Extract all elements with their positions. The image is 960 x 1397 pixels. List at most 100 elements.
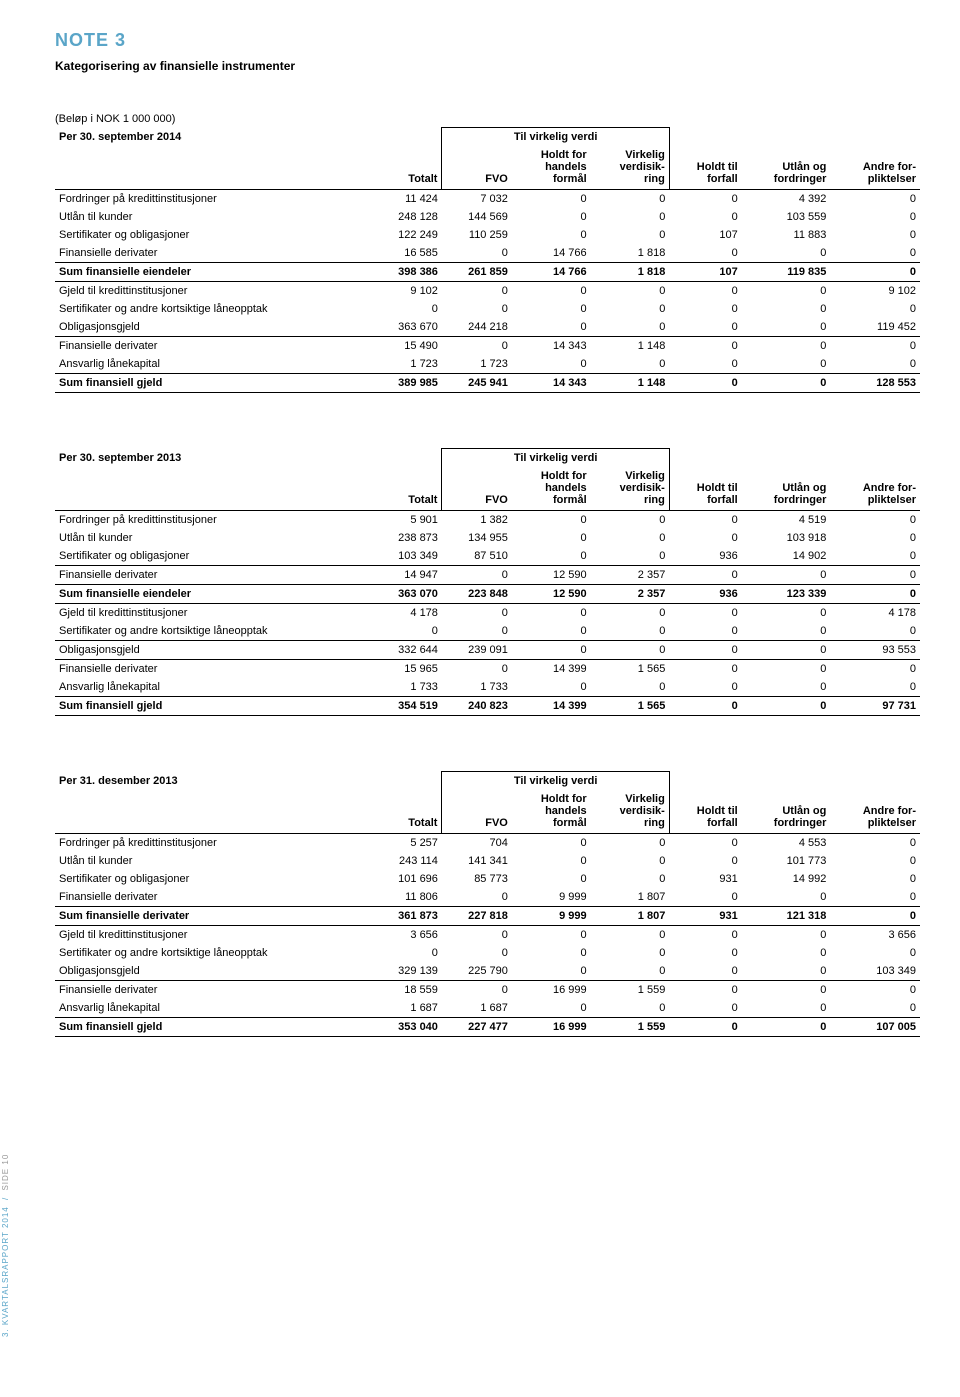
table-row: Utlån til kunder238 873134 955000103 918…: [55, 529, 920, 547]
col-spacer: [742, 128, 831, 147]
cell-value: 0: [742, 641, 831, 660]
tables-container: Per 30. september 2014Til virkelig verdi…: [55, 127, 920, 1037]
cell-value: 0: [669, 208, 741, 226]
table-row: Finansielle derivater15 965014 3991 5650…: [55, 660, 920, 679]
col-header: Utlån ogfordringer: [742, 467, 831, 511]
cell-value: 0: [742, 282, 831, 301]
cell-value: 0: [830, 355, 920, 374]
col-spacer: [55, 146, 372, 190]
row-label: Finansielle derivater: [55, 566, 372, 585]
cell-value: 128 553: [830, 374, 920, 393]
cell-value: 227 477: [442, 1018, 512, 1037]
row-label: Sertifikater og andre kortsiktige låneop…: [55, 300, 372, 318]
row-label: Sum finansiell gjeld: [55, 374, 372, 393]
col-group-virkelig: Til virkelig verdi: [442, 128, 669, 147]
cell-value: 0: [442, 300, 512, 318]
cell-value: 0: [591, 852, 670, 870]
cell-value: 0: [372, 944, 442, 962]
cell-value: 0: [742, 962, 831, 981]
cell-value: 0: [442, 660, 512, 679]
table-row: Sertifikater og obligasjoner122 249110 2…: [55, 226, 920, 244]
col-header: Holdt forhandelsformål: [512, 146, 591, 190]
cell-value: 363 070: [372, 585, 442, 604]
row-label: Finansielle derivater: [55, 244, 372, 263]
cell-value: 1 565: [591, 697, 670, 716]
cell-value: 0: [442, 244, 512, 263]
cell-value: 14 766: [512, 244, 591, 263]
cell-value: 110 259: [442, 226, 512, 244]
cell-value: 0: [742, 999, 831, 1018]
cell-value: 14 399: [512, 660, 591, 679]
row-label: Fordringer på kredittinstitusjoner: [55, 190, 372, 209]
col-header: Andre for-pliktelser: [830, 790, 920, 834]
col-spacer: [830, 128, 920, 147]
cell-value: 0: [742, 888, 831, 907]
table-row: Sum finansiell gjeld354 519240 82314 399…: [55, 697, 920, 716]
row-label: Sertifikater og obligasjoner: [55, 226, 372, 244]
cell-value: 0: [830, 547, 920, 566]
table-row: Gjeld til kredittinstitusjoner4 17800000…: [55, 604, 920, 623]
cell-value: 0: [830, 511, 920, 530]
cell-value: 11 883: [742, 226, 831, 244]
row-label: Sertifikater og andre kortsiktige låneop…: [55, 622, 372, 641]
cell-value: 0: [442, 981, 512, 1000]
table-row: Fordringer på kredittinstitusjoner11 424…: [55, 190, 920, 209]
cell-value: 931: [669, 870, 741, 888]
cell-value: 227 818: [442, 907, 512, 926]
cell-value: 0: [742, 566, 831, 585]
cell-value: 0: [742, 300, 831, 318]
table-row: Sertifikater og obligasjoner103 34987 51…: [55, 547, 920, 566]
cell-value: 240 823: [442, 697, 512, 716]
col-header: Virkeligverdisik-ring: [591, 790, 670, 834]
cell-value: 123 339: [742, 585, 831, 604]
cell-value: 11 424: [372, 190, 442, 209]
row-label: Sum finansielle derivater: [55, 907, 372, 926]
cell-value: 11 806: [372, 888, 442, 907]
cell-value: 16 999: [512, 981, 591, 1000]
col-group-virkelig: Til virkelig verdi: [442, 449, 669, 468]
col-header: Holdt forhandelsformål: [512, 790, 591, 834]
col-header: Holdt tilforfall: [669, 790, 741, 834]
cell-value: 332 644: [372, 641, 442, 660]
col-spacer: [669, 772, 741, 791]
table-row: Obligasjonsgjeld332 644239 091000093 553: [55, 641, 920, 660]
cell-value: 4 392: [742, 190, 831, 209]
cell-value: 9 999: [512, 888, 591, 907]
table-row: Ansvarlig lånekapital1 7331 73300000: [55, 678, 920, 697]
col-header: Utlån ogfordringer: [742, 790, 831, 834]
cell-value: 0: [669, 300, 741, 318]
cell-value: 0: [512, 852, 591, 870]
cell-value: 0: [669, 244, 741, 263]
cell-value: 103 559: [742, 208, 831, 226]
cell-value: 0: [830, 852, 920, 870]
table-row: Sum finansielle eiendeler398 386261 8591…: [55, 263, 920, 282]
cell-value: 0: [669, 604, 741, 623]
cell-value: 0: [830, 660, 920, 679]
cell-value: 1 148: [591, 337, 670, 356]
cell-value: 0: [742, 337, 831, 356]
cell-value: 4 553: [742, 834, 831, 853]
cell-value: 0: [669, 190, 741, 209]
cell-value: 704: [442, 834, 512, 853]
cell-value: 0: [512, 511, 591, 530]
cell-value: 0: [512, 300, 591, 318]
cell-value: 0: [830, 585, 920, 604]
row-label: Sum finansielle eiendeler: [55, 585, 372, 604]
col-header: Totalt: [372, 467, 442, 511]
row-label: Ansvarlig lånekapital: [55, 678, 372, 697]
cell-value: 0: [669, 566, 741, 585]
cell-value: 14 766: [512, 263, 591, 282]
table-row: Sum finansielle derivater361 873227 8189…: [55, 907, 920, 926]
cell-value: 0: [669, 888, 741, 907]
cell-value: 14 947: [372, 566, 442, 585]
col-spacer: [372, 128, 442, 147]
cell-value: 248 128: [372, 208, 442, 226]
cell-value: 239 091: [442, 641, 512, 660]
side-page: SIDE 10: [1, 1154, 10, 1191]
cell-value: 0: [591, 870, 670, 888]
cell-value: 0: [591, 300, 670, 318]
side-report: 3. KVARTALSRAPPORT 2014: [1, 1206, 10, 1337]
row-label: Finansielle derivater: [55, 981, 372, 1000]
cell-value: 0: [669, 660, 741, 679]
row-label: Sum finansiell gjeld: [55, 697, 372, 716]
